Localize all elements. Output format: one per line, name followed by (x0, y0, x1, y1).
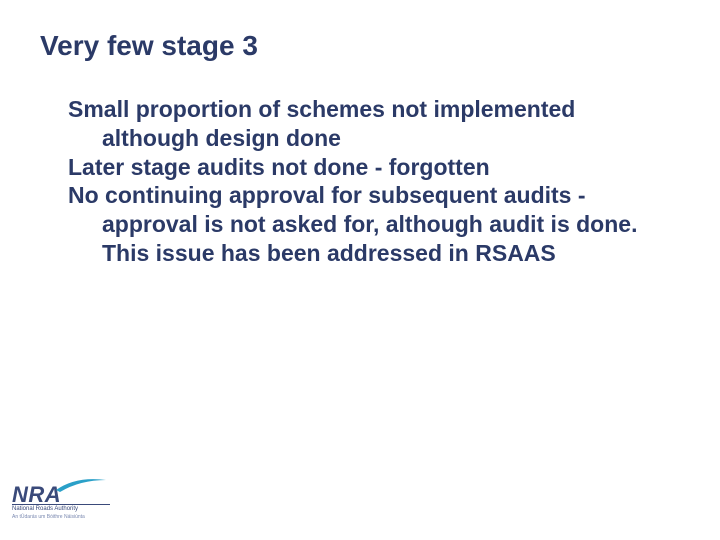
bullet-item: No continuing approval for subsequent au… (68, 181, 660, 239)
logo-subtitle-2: An tÚdarás um Bóithre Náisiúnta (12, 514, 85, 520)
bullet-item: Later stage audits not done - forgotten (68, 153, 660, 182)
bullet-sub-item: This issue has been addressed in RSAAS (68, 239, 660, 268)
logo-subtitle-1: National Roads Authority (12, 506, 78, 512)
swoosh-icon (56, 476, 106, 494)
slide-title: Very few stage 3 (40, 30, 258, 62)
bullet-item: Small proportion of schemes not implemen… (68, 95, 660, 153)
nra-logo: NRA National Roads Authority An tÚdarás … (12, 476, 122, 522)
slide-body: Small proportion of schemes not implemen… (68, 95, 660, 268)
slide: Very few stage 3 Small proportion of sch… (0, 0, 720, 540)
logo-underline (12, 504, 110, 505)
